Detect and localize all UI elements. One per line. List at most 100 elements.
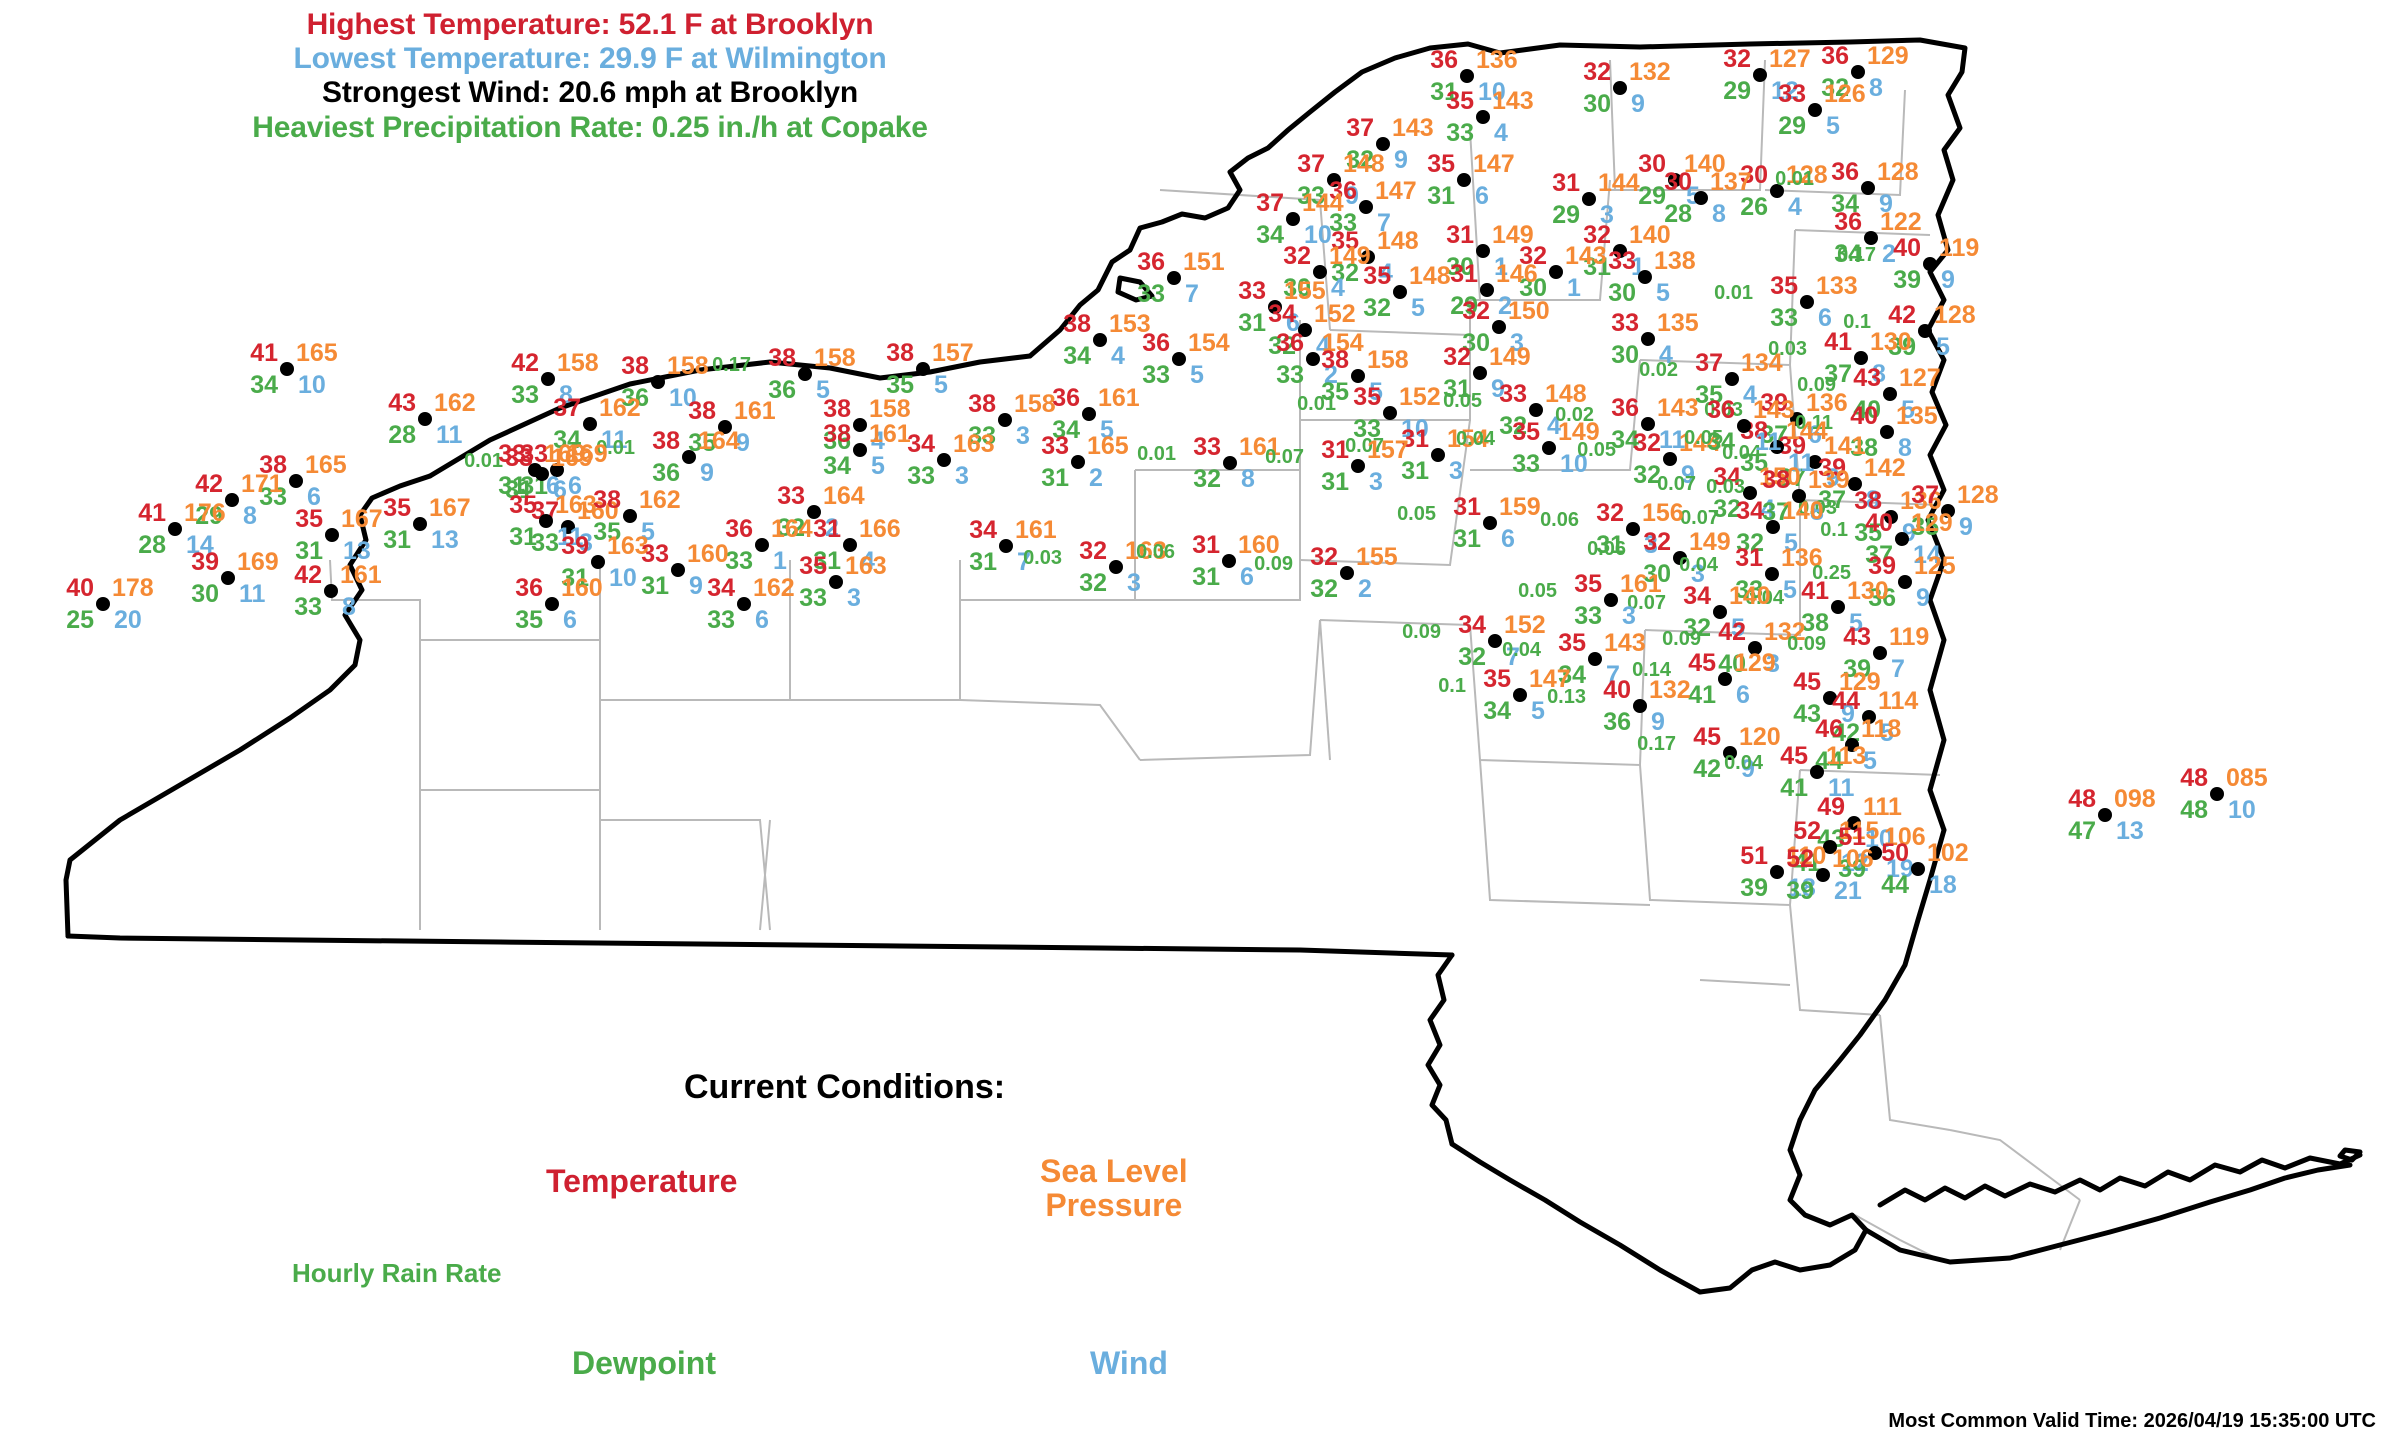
station-temperature: 39 (191, 548, 219, 576)
station-dewpoint: 33 (1735, 576, 1763, 604)
station-wind: 8 (1241, 465, 1255, 493)
station-dot-icon (550, 463, 564, 477)
station-dewpoint: 32 (1363, 294, 1391, 322)
station-sea-level-pressure: 149 (1329, 242, 1371, 270)
station-temperature: 39 (1760, 389, 1788, 417)
station-dot-icon (1748, 641, 1762, 655)
station-temperature: 36 (515, 574, 543, 602)
station-temperature: 34 (907, 430, 935, 458)
station-rain-rate: 0.03 (1023, 547, 1062, 569)
legend-wind: Wind (1090, 1345, 1168, 1381)
station-rain-rate: 0.05 (1518, 580, 1557, 602)
station-sea-level-pressure: 144 (1786, 417, 1828, 445)
station-wind: 4 (1743, 381, 1757, 409)
station-wind: 3 (955, 462, 969, 490)
station-sea-level-pressure: 157 (1367, 436, 1409, 464)
station-dot-icon (1725, 372, 1739, 386)
station-dot-icon (1766, 520, 1780, 534)
station-wind: 6 (1808, 421, 1822, 449)
station-dot-icon (1883, 387, 1897, 401)
station-temperature: 36 (1611, 394, 1639, 422)
station-temperature: 33 (1611, 309, 1639, 337)
station-sea-level-pressure: 130 (1870, 328, 1912, 356)
station-dewpoint: 39 (1888, 333, 1916, 361)
station-rain-rate: 0.01 (1297, 393, 1336, 415)
station-sea-level-pressure: 161 (1098, 384, 1140, 412)
station-sea-level-pressure: 147 (1473, 150, 1515, 178)
station-wind: 9 (1841, 700, 1855, 728)
station-temperature: 38 (1762, 466, 1790, 494)
station-dewpoint: 32 (1633, 461, 1661, 489)
station-dot-icon (1694, 191, 1708, 205)
station-wind: 10 (1304, 221, 1332, 249)
station-dewpoint: 33 (1512, 450, 1540, 478)
station-sea-level-pressure: 148 (1343, 150, 1385, 178)
station-dewpoint: 33 (1142, 361, 1170, 389)
station-dot-icon (1457, 173, 1471, 187)
station-dot-icon (1626, 522, 1640, 536)
station-dot-icon (1790, 412, 1804, 426)
station-wind: 6 (568, 472, 582, 500)
station-dewpoint: 31 (1443, 375, 1471, 403)
station-dot-icon (829, 575, 843, 589)
station-sea-level-pressure: 130 (1847, 577, 1889, 605)
station-temperature: 52 (1786, 845, 1814, 873)
station-dewpoint: 29 (195, 502, 223, 530)
station-sea-level-pressure: 134 (1741, 349, 1783, 377)
station-sea-level-pressure: 129 (1911, 509, 1953, 537)
station-dot-icon (1851, 65, 1865, 79)
station-sea-level-pressure: 146 (1496, 260, 1538, 288)
station-temperature: 35 (1446, 87, 1474, 115)
station-wind: 19 (1886, 855, 1914, 883)
station-sea-level-pressure: 147 (1529, 665, 1571, 693)
station-rain-rate: 0.09 (1662, 628, 1701, 650)
station-wind: 3 (1622, 602, 1636, 630)
station-dot-icon (1770, 184, 1784, 198)
station-temperature: 36 (1831, 158, 1859, 186)
station-temperature: 35 (1770, 272, 1798, 300)
station-sea-level-pressure: 141 (1824, 432, 1866, 460)
station-dewpoint: 31 (1453, 525, 1481, 553)
station-sea-level-pressure: 155 (1356, 543, 1398, 571)
state-outline (63, 37, 2363, 1295)
station-temperature: 40 (66, 574, 94, 602)
station-sea-level-pressure: 157 (932, 339, 974, 367)
station-sea-level-pressure: 126 (1824, 80, 1866, 108)
station-dewpoint: 31 (561, 564, 589, 592)
station-temperature: 32 (1310, 543, 1338, 571)
station-sea-level-pressure: 153 (1109, 310, 1151, 338)
station-sea-level-pressure: 129 (1839, 668, 1881, 696)
station-temperature: 35 (1363, 262, 1391, 290)
station-sea-level-pressure: 162 (639, 486, 681, 514)
station-rain-rate: 0.04 (1456, 428, 1495, 450)
station-rain-rate: 0.1 (1843, 311, 1871, 333)
station-dot-icon (1633, 699, 1647, 713)
station-temperature: 38 (1063, 310, 1091, 338)
station-temperature: 34 (1736, 497, 1764, 525)
station-sea-level-pressure: 162 (434, 389, 476, 417)
station-temperature: 51 (1838, 823, 1866, 851)
station-dot-icon (1431, 448, 1445, 462)
station-sea-level-pressure: 149 (1689, 528, 1731, 556)
station-sea-level-pressure: 169 (237, 548, 279, 576)
station-rain-rate: 0.05 (1397, 503, 1436, 525)
station-wind: 9 (700, 459, 714, 487)
station-temperature: 31 (1446, 221, 1474, 249)
station-temperature: 31 (1450, 260, 1478, 288)
station-dot-icon (1923, 257, 1937, 271)
station-temperature: 35 (509, 491, 537, 519)
station-dot-icon (1810, 765, 1824, 779)
station-temperature: 30 (1740, 161, 1768, 189)
station-wind: 11 (557, 523, 584, 551)
station-dewpoint: 32 (1346, 146, 1374, 174)
station-dot-icon (916, 362, 930, 376)
station-dewpoint: 36 (1603, 708, 1631, 736)
station-dot-icon (1663, 452, 1677, 466)
station-temperature: 40 (1865, 509, 1893, 537)
station-dot-icon (853, 443, 867, 457)
station-temperature: 42 (294, 561, 322, 589)
station-rain-rate: 0.07 (1627, 592, 1666, 614)
station-wind: 11 (601, 426, 628, 454)
station-dot-icon (1529, 403, 1543, 417)
station-dot-icon (1286, 212, 1300, 226)
